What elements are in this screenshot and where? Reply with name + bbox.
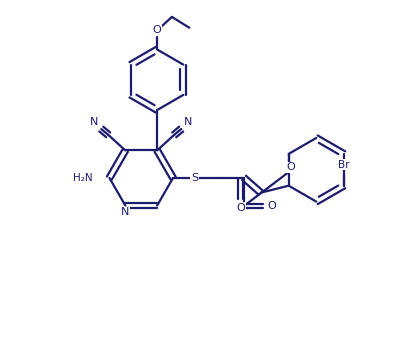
Text: O: O [268, 201, 276, 211]
Text: O: O [153, 25, 162, 36]
Text: N: N [90, 117, 98, 127]
Text: O: O [237, 203, 245, 213]
Text: S: S [191, 173, 198, 183]
Text: N: N [121, 207, 130, 218]
Text: O: O [286, 163, 295, 172]
Text: H₂N: H₂N [73, 173, 93, 183]
Text: N: N [184, 117, 192, 127]
Text: Br: Br [338, 160, 350, 170]
